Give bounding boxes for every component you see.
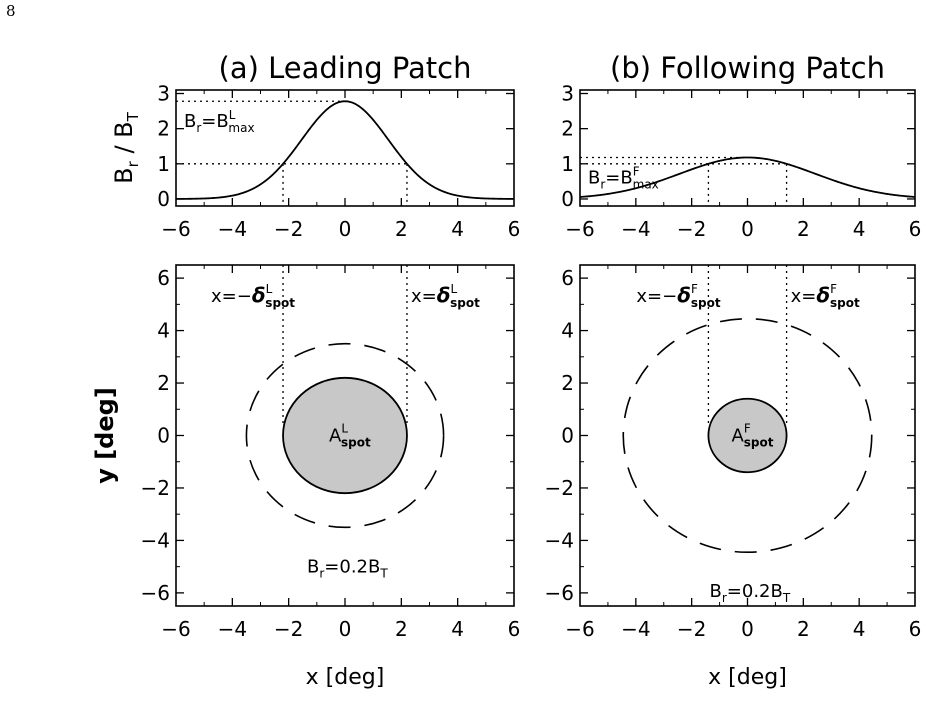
peak-annotation: Br=BL max [184,108,255,135]
sunspot-disk [282,376,408,495]
dashed-contour [622,317,873,554]
y-tick-label: −6 [141,581,170,605]
x-tick-label: 6 [909,217,922,241]
panel-title: (a) Leading Patch [219,51,472,85]
y-tick-label: 0 [157,424,170,448]
x-tick-label: −6 [565,617,594,641]
y-tick-label: 2 [561,371,574,395]
x-tick-label: −4 [621,217,650,241]
x-tick-label: −6 [161,617,190,641]
x-tick-label: −4 [218,617,247,641]
x-tick-label: 0 [339,217,352,241]
x-tick-label: 0 [741,217,754,241]
y-tick-label: 2 [561,117,574,141]
a-top-panel: −6 −4 −2 0 2 4 6 0 1 2 3 (a) Leading Patch Br / BT Br… [110,51,520,241]
x-tick-label: 0 [339,617,352,641]
x-tick-label: 2 [395,617,408,641]
peak-annotation: Br=BF max [588,164,659,191]
y-tick-label: 3 [157,82,170,106]
y-tick-label: 1 [157,152,170,176]
b-top-panel: −6 −4 −2 0 2 4 6 0 1 2 3 (b) Following Patch Br=BF ma… [561,51,921,241]
x-tick-label: −6 [565,217,594,241]
y-axis-label: Br / BT [110,111,142,183]
plot-frame [175,89,515,207]
right-delta-label: x=δF spot [791,282,860,310]
a-bottom-panel: −6 −4 −2 0 2 4 6 −6 −4 −2 0 2 4 6 x [deg] y [deg] AL spot… [91,264,521,690]
y-tick-label: −2 [141,476,170,500]
spot-label: AF spot [732,422,774,450]
x-tick-label: −2 [274,217,303,241]
y-tick-label: −6 [545,581,574,605]
x-tick-label: 2 [395,217,408,241]
left-delta-label: x=−δF spot [636,282,720,310]
x-tick-label: −4 [218,217,247,241]
x-tick-label: −2 [274,617,303,641]
x-axis-label: x [deg] [306,665,385,690]
contour-label: Br=0.2BT [710,581,791,605]
y-tick-label: 6 [561,266,574,290]
y-tick-label: 1 [561,152,574,176]
y-axis-label: y [deg] [91,387,119,484]
x-tick-label: 4 [451,217,464,241]
contour-label: Br=0.2BT [307,556,388,580]
x-tick-label: −2 [677,617,706,641]
x-tick-label: 2 [797,617,810,641]
y-tick-label: 3 [561,82,574,106]
sunspot-disk [707,397,788,474]
y-tick-label: 6 [157,266,170,290]
x-tick-label: −6 [161,217,190,241]
panel-title: (b) Following Patch [610,51,885,85]
x-tick-label: 6 [508,617,521,641]
x-tick-label: 2 [797,217,810,241]
x-tick-label: 4 [451,617,464,641]
x-tick-label: 6 [909,617,922,641]
x-tick-label: −2 [677,217,706,241]
y-tick-label: 0 [561,187,574,211]
right-delta-label: x=δL spot [411,282,480,310]
y-tick-label: −2 [545,476,574,500]
y-tick-label: 0 [561,424,574,448]
page-number: 8 [6,2,16,20]
y-tick-label: 4 [157,319,170,343]
dashed-contour [245,342,445,529]
b-bottom-panel: −6 −4 −2 0 2 4 6 −6 −4 −2 0 2 4 6 x [deg] AF spot x=−δF sp… [545,264,922,690]
y-tick-label: −4 [141,528,170,552]
left-delta-label: x=−δL spot [211,282,295,310]
x-tick-label: 0 [741,617,754,641]
y-tick-label: 0 [157,187,170,211]
x-tick-label: −4 [621,617,650,641]
y-tick-label: 4 [561,319,574,343]
profile-curve [579,156,916,198]
y-tick-label: −4 [545,528,574,552]
x-tick-label: 6 [508,217,521,241]
x-axis-label: x [deg] [708,665,787,690]
y-tick-label: 2 [157,371,170,395]
x-tick-label: 4 [853,217,866,241]
spot-label: AL spot [329,422,371,450]
x-tick-label: 4 [853,617,866,641]
plot-frame [579,89,916,207]
y-tick-label: 2 [157,117,170,141]
